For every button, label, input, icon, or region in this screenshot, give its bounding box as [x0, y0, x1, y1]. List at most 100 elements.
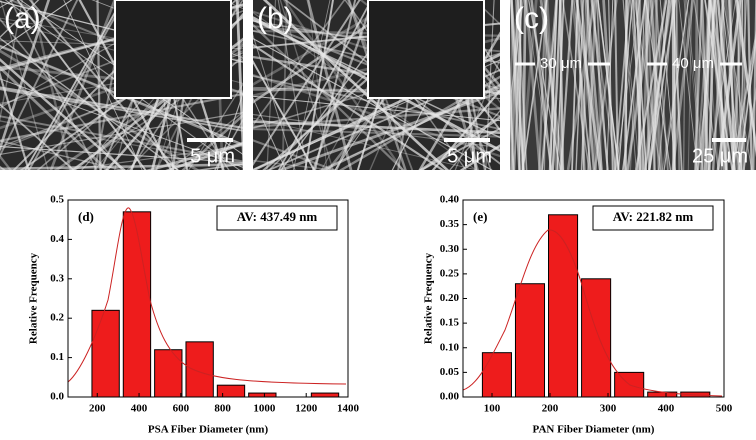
fiber: [559, 0, 563, 170]
fiber: [671, 0, 675, 170]
fiber: [540, 0, 557, 170]
fiber: [253, 0, 402, 86]
fiber: [306, 0, 353, 170]
fiber: [695, 0, 711, 170]
fiber: [644, 0, 651, 170]
fiber: [195, 163, 243, 170]
y-tick-label: 0.30: [440, 243, 460, 255]
y-tick-label: 0.3: [50, 272, 64, 284]
fiber: [510, 165, 511, 170]
fiber: [0, 120, 243, 166]
fiber: [0, 50, 243, 151]
fiber: [262, 0, 450, 170]
annotation-box: [592, 205, 714, 231]
sem-image: (c) 25 μm 30 μm 40 μm: [510, 0, 756, 170]
fiber: [551, 0, 565, 170]
fit-curve: [67, 207, 347, 385]
fiber: [425, 0, 500, 88]
fiber: [49, 0, 117, 170]
fiber: [672, 0, 683, 170]
x-tick-label: 200: [89, 403, 106, 415]
fiber: [449, 109, 500, 170]
fiber: [150, 0, 196, 170]
inset: [114, 0, 232, 99]
fiber: [235, 0, 243, 170]
fiber: [606, 0, 614, 170]
fiber: [597, 0, 620, 170]
fiber: [0, 115, 243, 163]
fiber: [524, 0, 552, 170]
x-tick-label: 400: [131, 403, 148, 415]
fiber: [253, 16, 500, 152]
x-tick-label: 200: [542, 403, 559, 415]
fiber: [253, 117, 479, 170]
fibers: [510, 0, 756, 170]
fiber: [308, 0, 328, 170]
y-tick-label: 0.1: [50, 351, 64, 363]
scale-label: 5 μm: [447, 145, 492, 167]
fiber: [548, 0, 558, 170]
y-tick-label: 0.2: [50, 312, 64, 324]
fiber: [253, 95, 500, 122]
image-label: (a): [4, 2, 41, 35]
fiber: [0, 0, 73, 51]
sem-image: (a) 5 μm: [0, 0, 243, 170]
bar: [122, 211, 152, 398]
fiber: [614, 0, 619, 170]
fiber: [279, 0, 334, 170]
fiber: [0, 45, 243, 145]
fiber: [675, 0, 681, 170]
fiber: [105, 12, 243, 170]
fiber: [0, 112, 243, 156]
fiber: [694, 0, 703, 170]
scale-label: 5 μm: [190, 145, 235, 167]
fiber: [0, 37, 180, 170]
annotation-box: [216, 205, 338, 231]
x-axis-title: PAN Fiber Diameter (nm): [533, 424, 655, 436]
scale-bar: [444, 138, 490, 142]
fiber: [9, 0, 98, 170]
fiber: [683, 0, 704, 170]
fiber: [622, 0, 637, 170]
fiber: [473, 0, 500, 26]
fiber: [344, 0, 467, 170]
fiber: [62, 145, 243, 170]
charts: 0.0 0.1 0.2 0.3 0.4 0.5 200 400 600 800 1000 1200 14…: [28, 194, 733, 436]
fiber: [253, 0, 408, 104]
y-axis-title: Relative Frequency: [28, 252, 40, 344]
fiber: [510, 0, 514, 170]
fiber: [96, 0, 102, 170]
bar: [154, 349, 183, 398]
fiber: [425, 0, 479, 170]
scale-bar: [187, 138, 233, 142]
fiber: [99, 0, 179, 170]
fiber: [551, 0, 562, 170]
y-tick-label: 0.05: [440, 366, 460, 378]
fiber: [253, 0, 361, 167]
fiber: [126, 54, 243, 170]
fiber: [622, 0, 641, 170]
fiber: [622, 0, 646, 170]
y-tick-label: 0.10: [440, 341, 460, 353]
fiber: [0, 0, 40, 39]
fiber: [682, 0, 686, 170]
x-tick-label: 300: [600, 403, 617, 415]
histogram-chart: 0.00 0.05 0.10 0.15 0.20 0.25 0.30 0.35 0.40 100 2…: [423, 194, 733, 436]
y-tick-label: 0.35: [440, 218, 460, 230]
fiber: [585, 0, 603, 170]
fiber: [528, 0, 562, 170]
fiber: [0, 92, 243, 142]
fiber: [631, 0, 644, 170]
fiber: [253, 97, 287, 170]
fiber: [573, 0, 592, 170]
y-tick-label: 0.20: [440, 292, 460, 304]
fiber: [654, 0, 658, 170]
x-tick-label: 500: [716, 403, 733, 415]
fiber: [253, 18, 500, 118]
fiber: [419, 127, 500, 170]
fiber: [253, 23, 405, 170]
fiber: [659, 0, 676, 170]
x-axis-title: PSA Fiber Diameter (nm): [148, 424, 269, 436]
